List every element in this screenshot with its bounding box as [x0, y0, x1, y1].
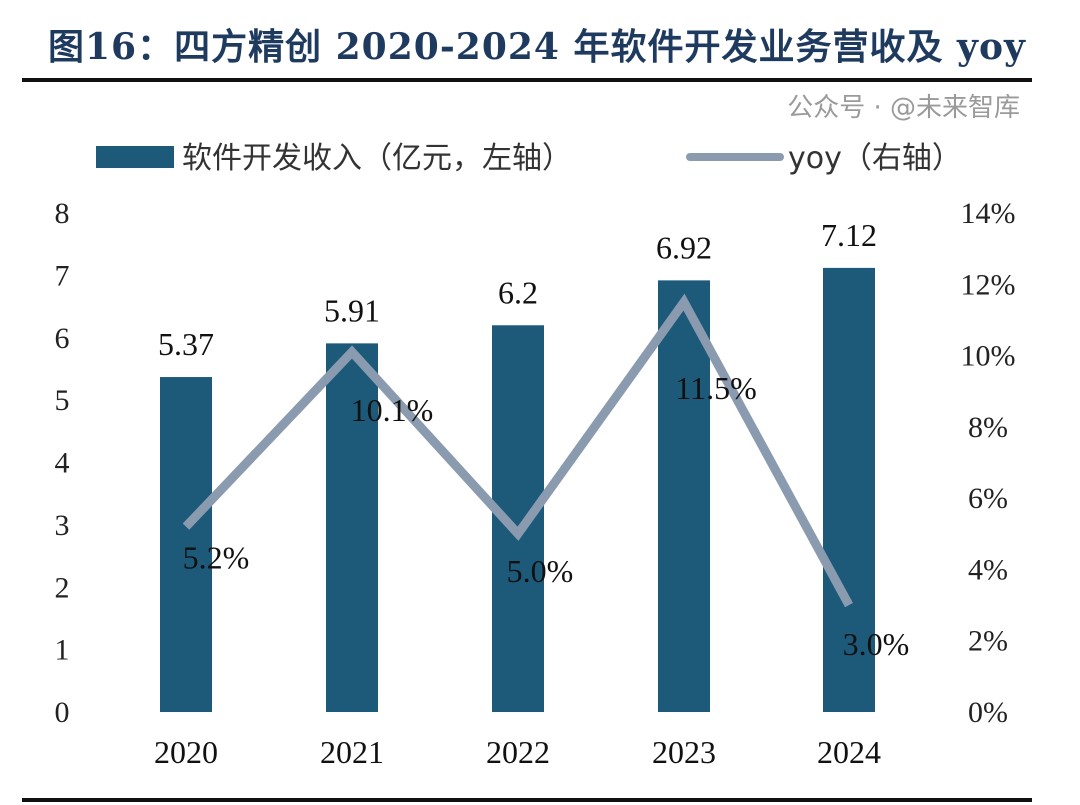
bottom-rule — [22, 798, 1032, 802]
yoy-label-2022: 5.0% — [507, 553, 574, 589]
x-tick-2023: 2023 — [652, 734, 716, 770]
y-left-tick-2: 2 — [55, 571, 70, 604]
bar-label-2022: 6.2 — [498, 274, 538, 310]
top-rule — [22, 78, 1032, 82]
legend-bar-swatch — [96, 146, 174, 168]
legend-line-label: yoy（右轴） — [788, 141, 962, 176]
y-right-tick-2%: 2% — [968, 625, 1008, 658]
yoy-line — [182, 293, 853, 608]
y-right-tick-14%: 14% — [961, 197, 1016, 230]
x-tick-2020: 2020 — [154, 734, 218, 770]
legend: 软件开发收入（亿元，左轴） yoy（右轴） — [96, 141, 962, 176]
y-left-tick-0: 0 — [55, 696, 70, 729]
x-tick-2021: 2021 — [320, 734, 384, 770]
x-tick-2022: 2022 — [486, 734, 550, 770]
chart-title: 图16：四方精创 2020-2024 年软件开发业务营收及 yoy — [48, 26, 1026, 68]
y-right-tick-4%: 4% — [968, 553, 1008, 586]
x-tick-2024: 2024 — [817, 734, 881, 770]
yoy-label-2021: 10.1% — [351, 392, 434, 428]
bar-2021 — [326, 343, 378, 712]
y-right-tick-12%: 12% — [961, 268, 1016, 301]
bar-label-2020: 5.37 — [158, 326, 214, 362]
bar-2020 — [160, 377, 212, 712]
bar-2023 — [658, 280, 710, 712]
y-left-tick-8: 8 — [55, 197, 70, 230]
y-right-tick-8%: 8% — [968, 411, 1008, 444]
y-left-tick-4: 4 — [55, 447, 70, 480]
y-left-tick-7: 7 — [55, 259, 70, 292]
yoy-label-2023: 11.5% — [675, 370, 756, 406]
yoy-label-2020: 5.2% — [183, 540, 250, 576]
bar-label-2021: 5.91 — [324, 292, 380, 328]
bar-label-2024: 7.12 — [821, 217, 877, 253]
y-left-tick-3: 3 — [55, 509, 70, 542]
bar-label-2023: 6.92 — [656, 229, 712, 265]
yoy-label-2024: 3.0% — [843, 626, 910, 662]
y-left-tick-1: 1 — [55, 634, 70, 667]
y-left-tick-6: 6 — [55, 322, 70, 355]
y-right-tick-0%: 0% — [968, 696, 1008, 729]
y-left-tick-5: 5 — [55, 384, 70, 417]
watermark: 公众号 · @未来智库 — [787, 93, 1020, 123]
legend-bar-label: 软件开发收入（亿元，左轴） — [182, 141, 572, 176]
y-right-tick-10%: 10% — [961, 340, 1016, 373]
bar-2024 — [823, 267, 875, 712]
y-right-tick-6%: 6% — [968, 482, 1008, 515]
